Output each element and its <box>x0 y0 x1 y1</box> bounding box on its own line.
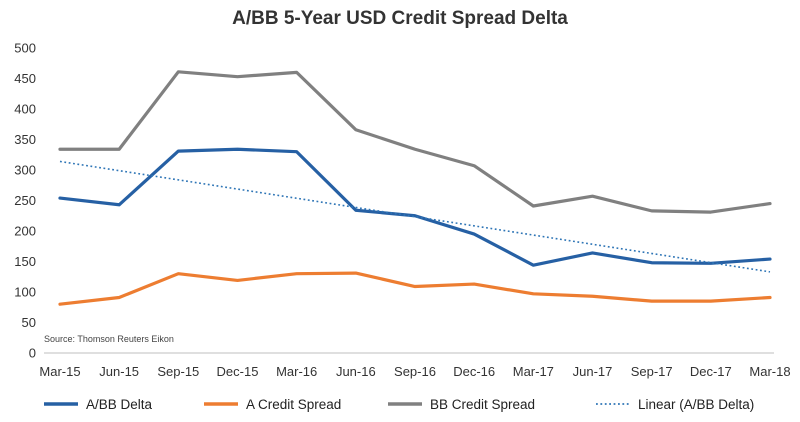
legend-item: BB Credit Spread <box>388 397 535 412</box>
legend-label: A/BB Delta <box>86 397 153 412</box>
y-tick-label: 150 <box>14 254 36 269</box>
y-tick-label: 200 <box>14 224 36 239</box>
x-tick-label: Jun-15 <box>99 364 139 379</box>
y-tick-label: 250 <box>14 193 36 208</box>
y-axis: 0 50 100 150 200 250 300 350 400 450 500 <box>14 41 36 361</box>
source-note: Source: Thomson Reuters Eikon <box>44 334 174 344</box>
series-line-2 <box>58 70 772 214</box>
legend-item: A Credit Spread <box>204 397 341 412</box>
x-tick-label: Sep-17 <box>631 364 673 379</box>
x-tick-label: Mar-16 <box>276 364 317 379</box>
series-line-1 <box>58 271 772 306</box>
y-tick-label: 350 <box>14 132 36 147</box>
x-tick-label: Sep-16 <box>394 364 436 379</box>
series-line-0 <box>58 147 772 267</box>
x-tick-label: Mar-18 <box>749 364 790 379</box>
x-tick-label: Dec-15 <box>217 364 259 379</box>
x-tick-label: Dec-16 <box>453 364 495 379</box>
series-layer <box>58 70 772 306</box>
x-tick-label: Jun-17 <box>573 364 613 379</box>
trendline <box>59 160 771 273</box>
y-tick-label: 400 <box>14 102 36 117</box>
chart-title: A/BB 5-Year USD Credit Spread Delta <box>232 8 568 29</box>
y-tick-label: 100 <box>14 285 36 300</box>
legend-item: Linear (A/BB Delta) <box>596 397 754 412</box>
x-axis: Mar-15 Jun-15 Sep-15 Dec-15 Mar-16 Jun-16 Sep-… <box>39 352 791 379</box>
x-tick-label: Mar-15 <box>39 364 80 379</box>
x-tick-label: Jun-16 <box>336 364 376 379</box>
legend-label: BB Credit Spread <box>430 397 535 412</box>
x-tick-label: Sep-15 <box>157 364 199 379</box>
y-tick-label: 500 <box>14 41 36 56</box>
legend: A/BB Delta A Credit Spread BB Credit Sprea… <box>44 397 754 412</box>
x-tick-label: Dec-17 <box>690 364 732 379</box>
y-tick-label: 0 <box>29 346 36 361</box>
legend-label: Linear (A/BB Delta) <box>638 397 754 412</box>
y-tick-label: 300 <box>14 163 36 178</box>
y-tick-label: 50 <box>22 315 36 330</box>
y-tick-label: 450 <box>14 71 36 86</box>
legend-label: A Credit Spread <box>246 397 341 412</box>
legend-item: A/BB Delta <box>44 397 153 412</box>
x-tick-label: Mar-17 <box>513 364 554 379</box>
